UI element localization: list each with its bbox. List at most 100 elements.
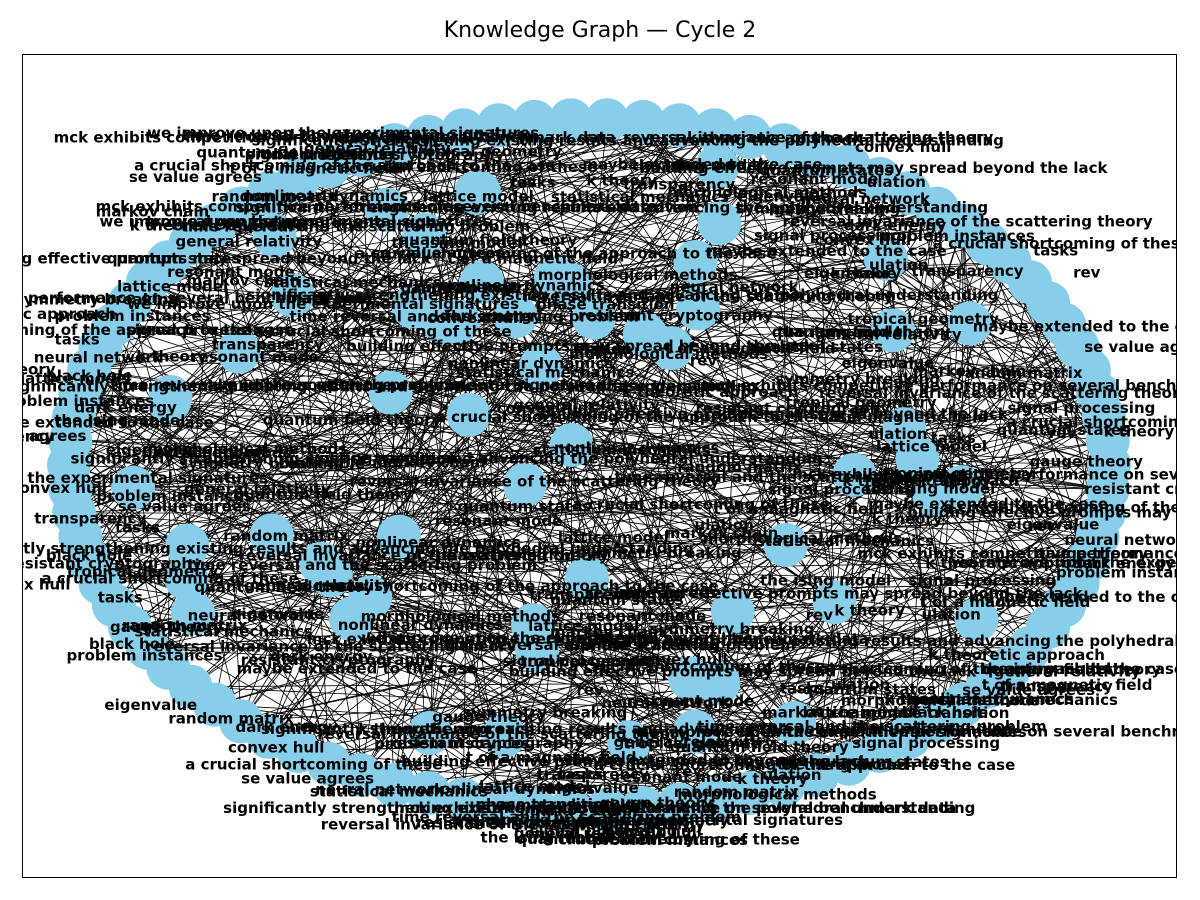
graph-node: [812, 580, 857, 625]
graph-edge: [475, 192, 680, 805]
node-label: a crucial shortcoming of the approach to…: [23, 321, 294, 339]
knowledge-graph: significantly strengthening existing res…: [23, 98, 1177, 849]
graph-edge: [540, 366, 795, 724]
node-label: k theory: [136, 347, 207, 365]
graph-edge: [186, 578, 535, 809]
graph-edge: [679, 559, 1090, 806]
node-label: gauge theory: [600, 794, 713, 812]
node-label: resistant cryptography: [310, 146, 505, 164]
node-label: maybe extended to the case: [583, 156, 823, 174]
graph-edge: [534, 121, 910, 738]
graph-edge: [854, 474, 1049, 628]
node-label: problem instances: [23, 392, 154, 410]
node-label: significantly strengthening existing res…: [223, 799, 975, 817]
node-label: neural network: [602, 694, 732, 712]
node-label: random matrix: [211, 187, 337, 205]
node-label: phase transition: [436, 546, 575, 564]
node-label: tasks: [931, 429, 976, 447]
node-label: time reversal and the scattering problem: [697, 718, 1046, 736]
graph-edge: [934, 494, 1049, 628]
graph-edge: [498, 125, 818, 776]
graph-node: [895, 436, 940, 481]
node-label: resonant mode: [615, 768, 743, 786]
node-label: convex hull: [815, 231, 911, 249]
node-label: rev: [675, 763, 703, 781]
node-label: quantum states: [802, 681, 935, 699]
graph-edge: [749, 136, 1108, 442]
graph-edge: [238, 351, 469, 416]
node-label: dark energy: [844, 216, 947, 234]
node-label: problem instances: [96, 487, 252, 505]
graph-edge: [147, 647, 719, 684]
node-label: building effective prompts may spread be…: [401, 752, 870, 770]
node-label: neural network: [801, 190, 931, 208]
graph-edge: [70, 428, 905, 490]
graph-edge: [113, 604, 795, 724]
node-label: statistical mechanics: [456, 364, 634, 382]
node-label: mck exhibits competitive performance on …: [701, 376, 1177, 394]
graph-edge: [732, 178, 881, 612]
graph-edge: [73, 416, 784, 786]
node-label: signal processing: [503, 652, 651, 670]
node-label: markov chain: [762, 703, 876, 721]
node-label: statistical mechanics: [533, 441, 711, 459]
node-label: ulation: [573, 340, 632, 358]
graph-edge: [570, 154, 818, 286]
graph-node: [761, 123, 806, 168]
node-label: neural network: [670, 278, 800, 296]
node-label: quantum field theory: [982, 660, 1161, 678]
node-label: convex hull: [427, 309, 523, 327]
node-label: the ising model: [632, 156, 763, 174]
node-label: se value agrees: [584, 584, 717, 602]
node-label: neural network: [188, 607, 318, 625]
graph-node: [697, 200, 742, 245]
node-label: resistant cryptography: [389, 734, 584, 752]
graph-edge: [238, 351, 371, 598]
graph-edge: [393, 281, 1031, 786]
graph-node: [763, 522, 808, 567]
graph-edge: [360, 130, 464, 776]
node-label: resistant cryptography: [23, 555, 202, 573]
node-label: mck exhibits competitive performance on …: [54, 128, 616, 146]
graph-edge: [390, 121, 535, 393]
graph-node: [476, 103, 521, 148]
node-label: lattice model: [803, 703, 914, 721]
graph-node: [407, 711, 452, 756]
node-label: nonlinear dynamics: [430, 780, 596, 798]
graph-node: [441, 108, 486, 153]
node-label: k theoretic approach: [842, 472, 1019, 490]
node-label: resistant cryptography: [241, 651, 436, 669]
graph-edge: [113, 324, 818, 776]
graph-edge: [458, 321, 719, 684]
node-label: phase transition: [871, 704, 1010, 722]
node-label: black hole: [366, 197, 452, 215]
graph-edge: [936, 208, 1090, 561]
graph-node: [493, 294, 538, 339]
node-label: convex hull: [606, 823, 702, 841]
node-label: mck exhibits competitive performance on …: [96, 197, 658, 215]
node-label: we improve upon the experimental signatu…: [451, 811, 843, 829]
graph-edge: [534, 121, 988, 244]
graph-node: [446, 392, 491, 437]
graph-edge: [570, 119, 1065, 326]
graph-node: [165, 523, 210, 568]
graph-edge: [99, 346, 188, 546]
node-label: eigenvalue: [737, 187, 830, 205]
node-label: se value agrees: [129, 168, 262, 186]
graph-edge: [393, 144, 734, 613]
graph-node: [727, 114, 772, 159]
node-label: the ising model: [481, 828, 612, 846]
graph-edge: [463, 512, 1105, 801]
node-label: black hole: [89, 635, 175, 653]
graph-edge: [555, 258, 886, 279]
node-label: resistant cryptography: [251, 214, 446, 232]
node-label: gauge theory: [23, 361, 56, 379]
node-label: k theoretic approach: [130, 217, 307, 235]
node-label: we improve upon the experimental signatu…: [23, 469, 268, 487]
graph-node: [348, 575, 393, 620]
node-label: signal processing: [768, 481, 916, 499]
node-label: mck exhibits competitive performance on …: [696, 723, 1177, 741]
node-label: markov chain: [524, 801, 638, 819]
node-label: signal processing: [246, 145, 394, 163]
node-label: resistant cryptography: [696, 400, 891, 418]
